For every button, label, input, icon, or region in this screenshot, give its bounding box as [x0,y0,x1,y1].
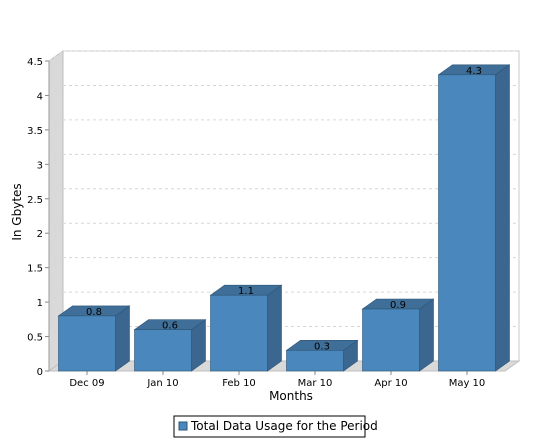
x-tick-label: Jan 10 [146,378,178,389]
gridline-side [48,119,64,131]
legend-box [173,415,366,438]
gridline-side [48,291,64,303]
data-label: 0.3 [314,341,330,352]
axes: 0 0.5 1 1.5 2 2.5 3 3.5 4 4.5 Dec 09 Jan 10 Feb 10 Ma… [27,57,485,389]
bar-side [267,284,282,372]
y-tick-label: 0.5 [27,333,43,344]
x-tick-label: Feb 10 [222,378,256,389]
bar-side [495,64,510,372]
x-axis-title: Months [269,389,313,403]
bar-front [286,350,344,372]
x-tick-label: Mar 10 [298,378,333,389]
y-tick-label: 4.5 [27,57,43,68]
gridline-side [48,85,64,96]
x-tick-label: Dec 09 [69,378,104,389]
bars [57,64,511,372]
y-tick-label: 3.5 [27,126,43,137]
y-tick-label: 1.5 [27,264,43,275]
y-tick-label: 2 [37,229,43,240]
legend-swatch [178,421,188,431]
bar [209,284,283,372]
data-label: 0.8 [86,307,102,318]
bar-front [210,294,268,372]
y-tick-label: 1 [37,298,43,309]
data-label: 0.9 [390,300,406,311]
y-tick-label: 4 [37,91,43,102]
bar-front [362,308,420,372]
x-tick-label: May 10 [449,378,486,389]
bar [437,64,511,372]
data-label: 0.6 [162,321,178,332]
y-axis-title: In Gbytes [10,183,24,240]
bar [361,298,435,372]
bar-front [134,329,192,372]
bar [57,305,131,372]
gridline-side [48,50,64,62]
bar-side [419,298,434,372]
data-label: 1.1 [238,286,254,297]
bar [285,339,359,372]
gridline-side [48,257,64,269]
legend: Total Data Usage for the Period [173,415,378,438]
gridline-side [48,153,64,165]
y-tick-label: 2.5 [27,195,43,206]
y-tick-label: 0 [37,367,43,378]
gridline-side [48,188,64,200]
data-label: 4.3 [466,66,482,77]
bar-side [115,305,130,372]
x-tick-label: Apr 10 [374,378,407,389]
data-labels: 0.8 0.6 1.1 0.3 0.9 4.3 [86,66,482,353]
bar-front [438,74,496,372]
gridline-side [48,222,64,234]
bar [133,319,207,372]
legend-label: Total Data Usage for the Period [190,419,378,433]
bar-front [58,315,116,372]
y-tick-label: 3 [37,160,43,171]
